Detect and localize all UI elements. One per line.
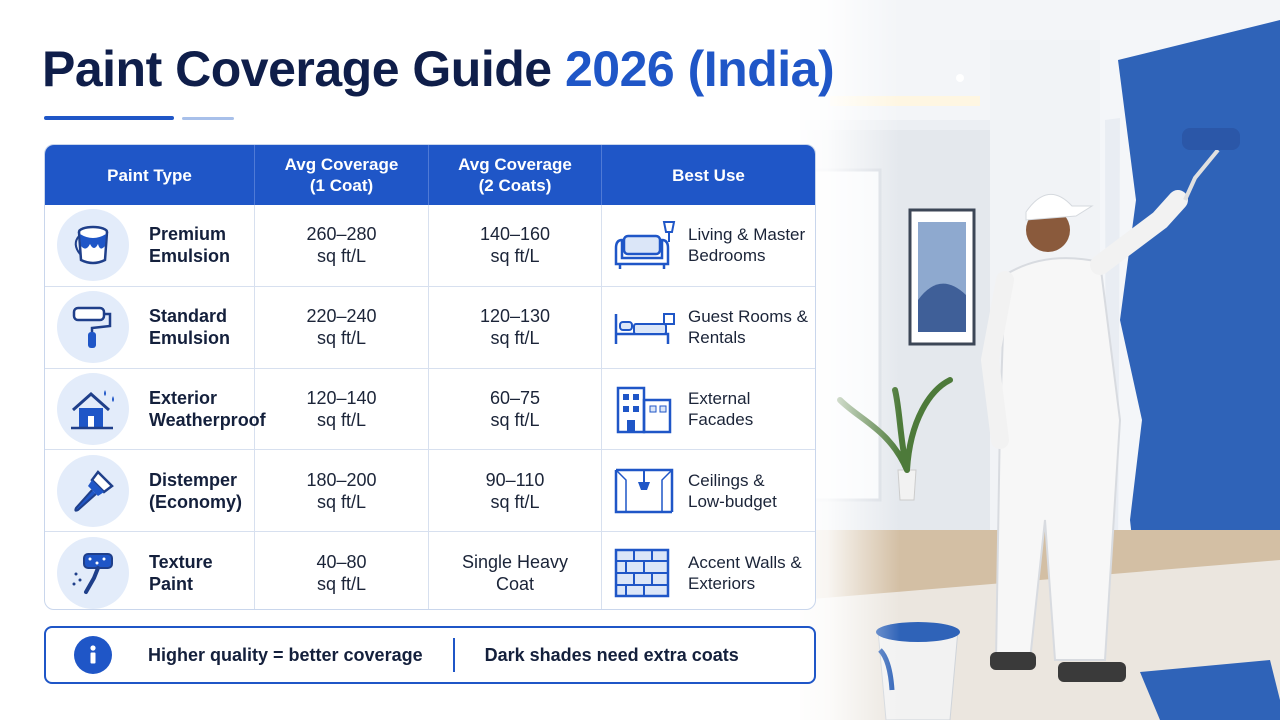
coverage-1-coat: 120–140 sq ft/L — [255, 368, 429, 450]
table-row: Exterior Weatherproof 120–140 sq ft/L 60… — [45, 367, 815, 450]
house-rain-icon — [57, 372, 129, 445]
best-use-cell: Guest Rooms & Rentals — [602, 287, 815, 368]
coverage-1-coat: 40–80 sq ft/L — [255, 532, 429, 609]
header-paint-type: Paint Type — [45, 145, 255, 205]
paint-type-cell: Premium Emulsion — [45, 205, 255, 286]
table-row: Standard Emulsion 220–240 sq ft/L 120–13… — [45, 285, 815, 368]
best-use-cell: Living & Master Bedrooms — [602, 205, 815, 286]
footer-note-dark-shades: Dark shades need extra coats — [484, 644, 739, 665]
paint-type-cell: Distemper (Economy) — [45, 450, 255, 532]
coverage-2-coats: 60–75 sq ft/L — [429, 368, 602, 450]
footer-note-quality: Higher quality = better coverage — [148, 644, 423, 665]
footer-notes: Higher quality = better coverage Dark sh… — [44, 626, 816, 684]
brick-wall-icon — [610, 545, 678, 601]
paint-type-cell: Standard Emulsion — [45, 286, 255, 368]
building-icon — [610, 381, 678, 437]
bed-icon — [610, 299, 678, 355]
coverage-2-coats: 120–130 sq ft/L — [429, 286, 602, 368]
paint-brush-icon — [57, 454, 129, 527]
coverage-2-coats: 140–160 sq ft/L — [429, 205, 602, 286]
info-icon — [74, 636, 112, 674]
coverage-1-coat: 220–240 sq ft/L — [255, 286, 429, 368]
paint-type-label: Texture Paint — [149, 551, 213, 594]
best-use-label: Ceilings & Low-budget — [688, 470, 777, 511]
table-row: Distemper (Economy) 180–200 sq ft/L 90–1… — [45, 449, 815, 532]
header-best-use: Best Use — [672, 165, 745, 185]
paint-type-label: Standard Emulsion — [149, 306, 231, 349]
best-use-cell: Ceilings & Low-budget — [602, 450, 815, 531]
header-coverage-1-coat: Avg Coverage (1 Coat) — [255, 145, 429, 205]
paint-type-cell: Texture Paint — [45, 532, 255, 609]
texture-roller-icon — [57, 536, 129, 609]
coverage-2-coats: 90–110 sq ft/L — [429, 450, 602, 532]
coverage-1-coat: 260–280 sq ft/L — [255, 205, 429, 286]
title-underline-accent — [182, 117, 234, 120]
best-use-label: Living & Master Bedrooms — [688, 225, 806, 266]
ceiling-lamp-icon — [610, 463, 678, 519]
table-row: Premium Emulsion 260–280 sq ft/L 140–160… — [45, 205, 815, 286]
best-use-cell: External Facades — [602, 369, 815, 450]
paint-type-cell: Exterior Weatherproof — [45, 368, 266, 450]
footer-divider — [452, 638, 455, 672]
coverage-2-coats: Single Heavy Coat — [429, 532, 602, 609]
page-title: Paint Coverage Guide 2026 (India) — [42, 40, 835, 98]
best-use-label: Accent Walls & Exteriors — [688, 552, 802, 593]
sofa-lamp-icon — [610, 217, 678, 273]
table-header: Paint Type Avg Coverage (1 Coat) Avg Cov… — [45, 145, 815, 205]
paint-roller-icon — [57, 291, 129, 364]
paint-bucket-icon — [57, 209, 129, 282]
title-accent: 2026 (India) — [565, 41, 835, 97]
paint-type-label: Premium Emulsion — [149, 224, 231, 267]
paint-type-label: Exterior Weatherproof — [149, 387, 266, 430]
best-use-label: Guest Rooms & Rentals — [688, 307, 808, 348]
coverage-table: Paint Type Avg Coverage (1 Coat) Avg Cov… — [44, 144, 816, 610]
title-main: Paint Coverage Guide — [42, 41, 552, 97]
table-row: Texture Paint 40–80 sq ft/L Single Heavy… — [45, 531, 815, 609]
best-use-label: External Facades — [688, 388, 754, 429]
coverage-1-coat: 180–200 sq ft/L — [255, 450, 429, 532]
best-use-cell: Accent Walls & Exteriors — [602, 532, 815, 609]
header-coverage-2-coats: Avg Coverage (2 Coats) — [429, 145, 602, 205]
paint-type-label: Distemper (Economy) — [149, 469, 243, 512]
title-underline — [44, 116, 174, 120]
